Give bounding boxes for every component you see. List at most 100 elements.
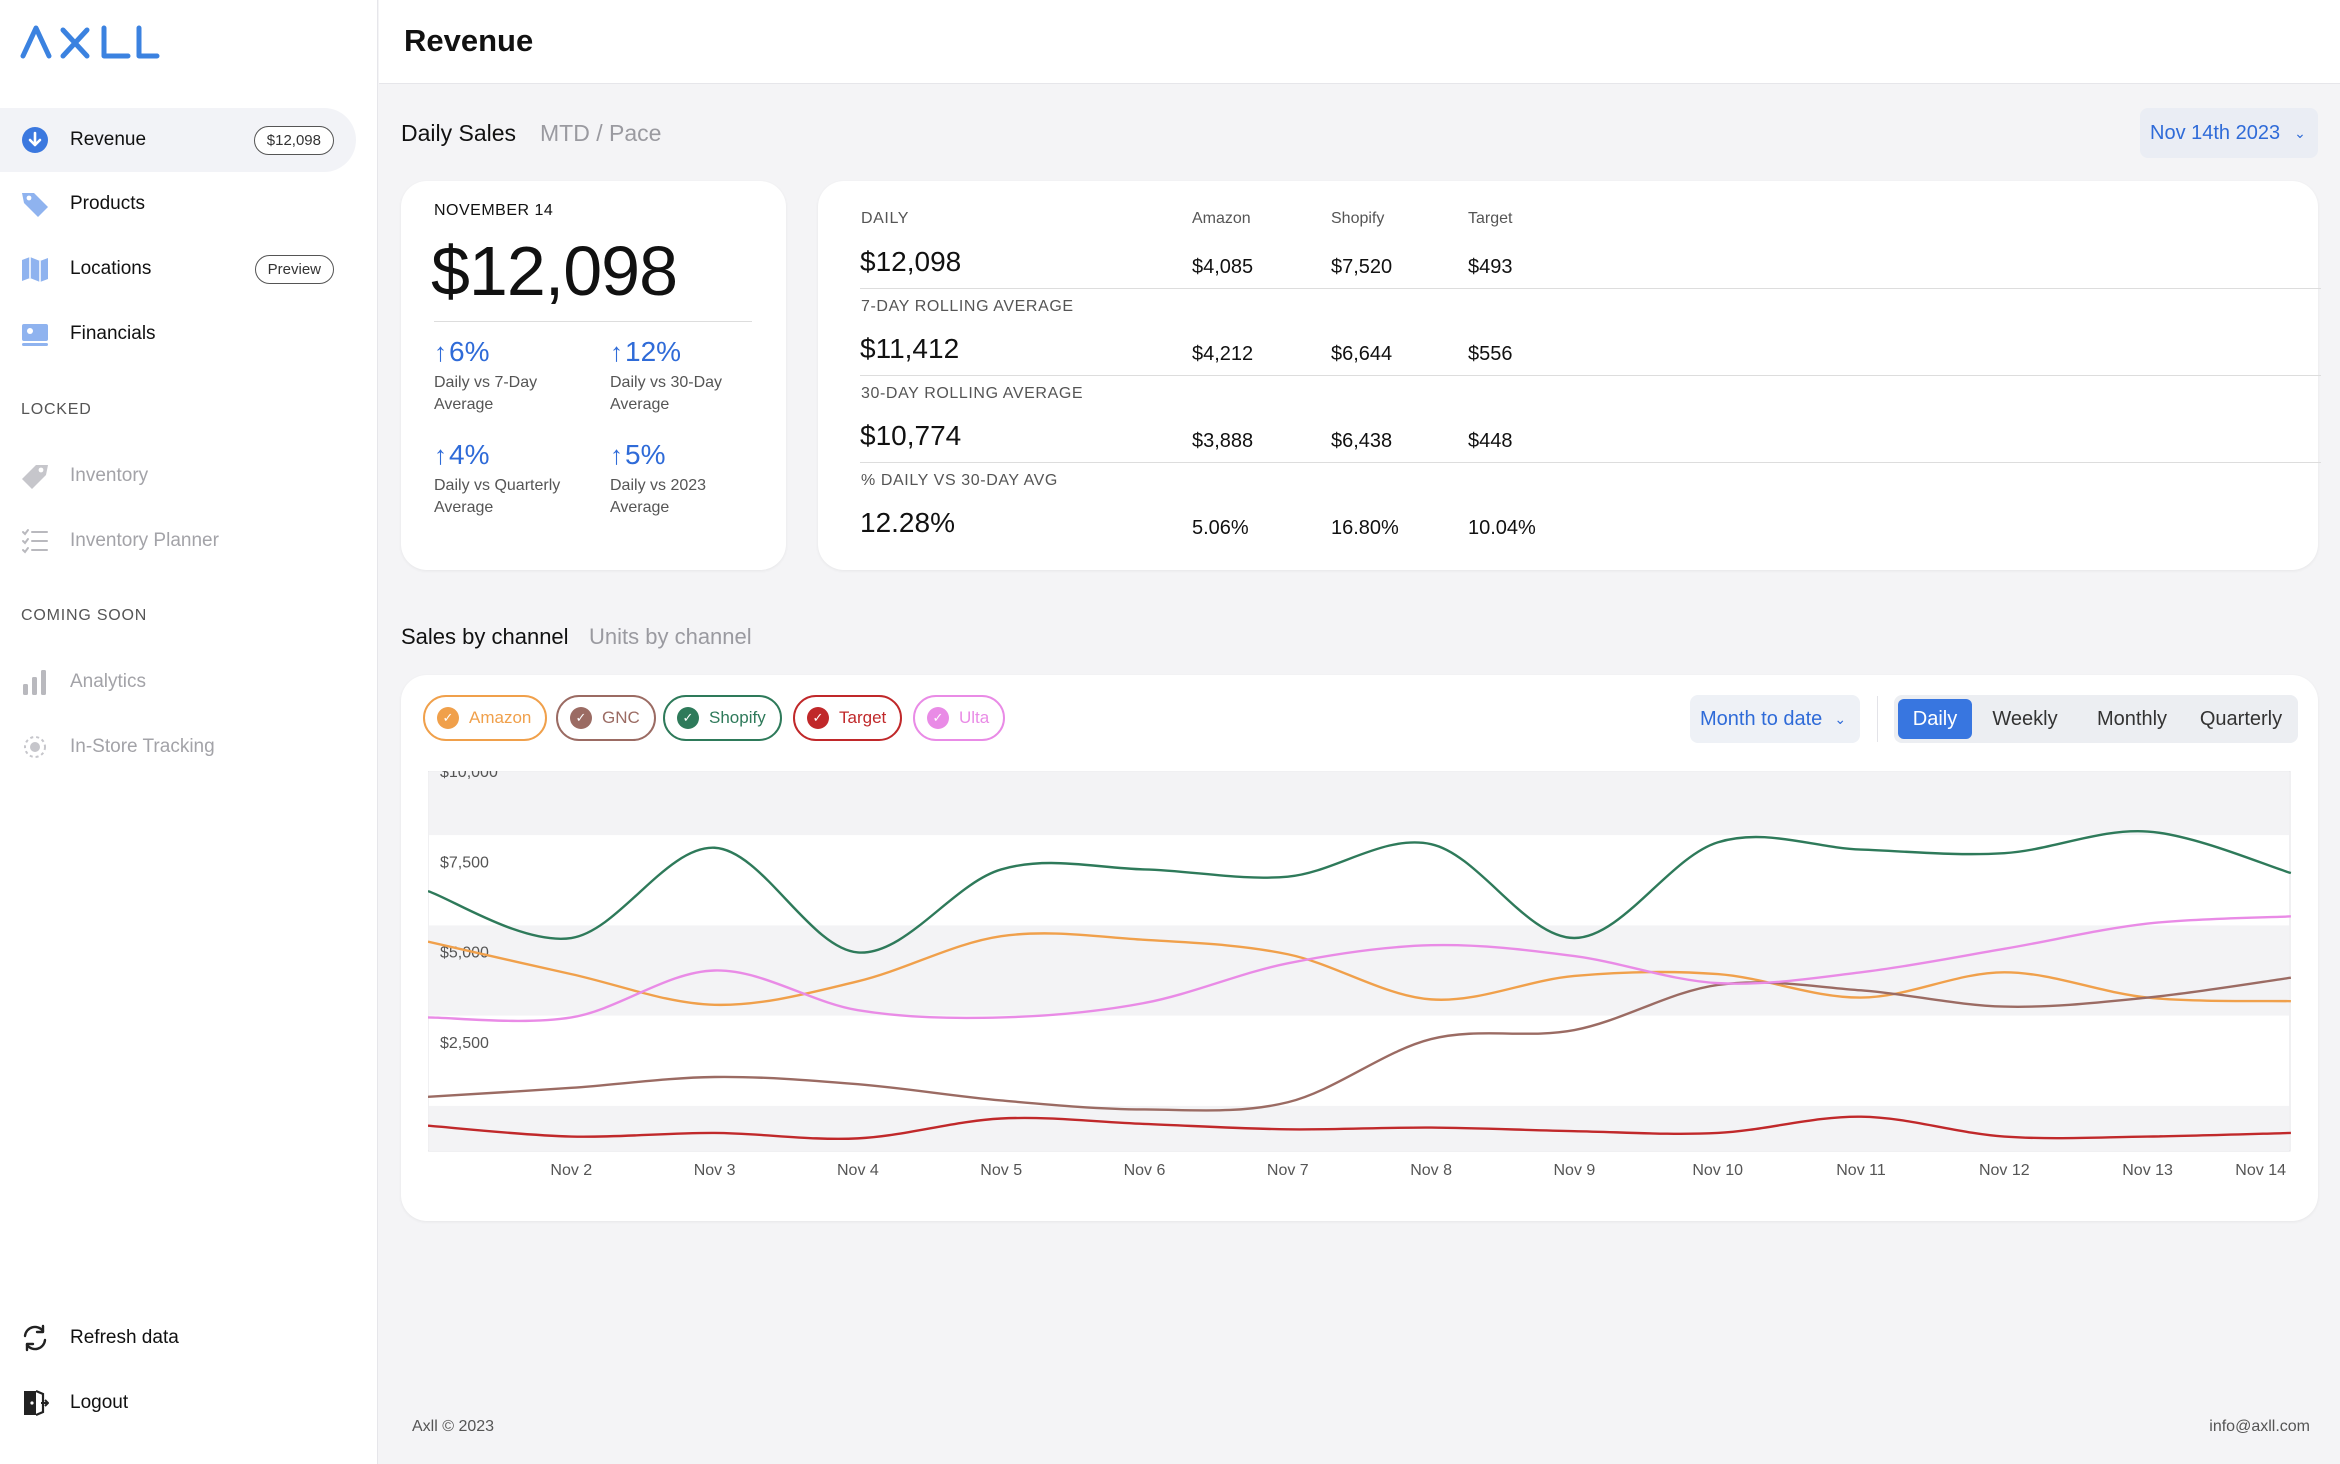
kpi-total: $12,098 [431,232,678,310]
chevron-down-icon: ⌄ [2294,124,2306,141]
table-cell: $6,438 [1331,430,1393,452]
date-picker-value: Nov 14th 2023 [2150,121,2281,144]
x-tick-label: Nov 10 [1692,1162,1743,1179]
check-icon: ✓ [570,707,592,729]
channel-breakdown-card: Amazon Shopify Target DAILY $12,098 $4,0… [818,181,2321,570]
sidebar-item-inventory[interactable]: Inventory [0,444,356,508]
stat-value: 6% [449,336,490,367]
logout-label: Logout [70,1392,129,1413]
sidebar-item-analytics[interactable]: Analytics [0,650,356,714]
x-tick-label: Nov 7 [1267,1162,1309,1179]
grid-band [429,925,2289,1016]
y-tick-label: $5,000 [440,945,489,962]
stat-daily-vs-quarterly: ↑ 4% Daily vs Quarterly Average [434,439,594,519]
check-icon: ✓ [807,707,829,729]
table-cell: $4,212 [1192,343,1254,365]
sidebar-item-inventory-planner[interactable]: Inventory Planner [0,509,356,573]
refresh-data-button[interactable]: Refresh data [0,1306,356,1370]
row-label-30day: 30-DAY ROLLING AVERAGE [861,385,1084,402]
column-header-shopify: Shopify [1331,210,1385,227]
grid-band [429,772,2289,836]
legend-chip-target[interactable]: ✓ Target [793,695,903,741]
tab-sales-by-channel[interactable]: Sales by channel [401,624,569,649]
x-tick-label: Nov 5 [980,1162,1022,1179]
sidebar-item-revenue[interactable]: Revenue $12,098 [0,108,356,172]
tag-icon [20,189,50,219]
row-total: $10,774 [860,420,962,451]
tab-units-by-channel[interactable]: Units by channel [589,624,752,649]
sidebar-item-in-store-tracking[interactable]: In-Store Tracking [0,715,356,779]
legend-label: Ulta [959,708,990,727]
page-header: Revenue [379,0,2340,84]
logout-button[interactable]: Logout [0,1371,356,1435]
period-daily-button[interactable]: Daily [1898,699,1972,739]
x-tick-label: Nov 4 [837,1162,879,1179]
toolbar-divider [1877,696,1878,742]
legend-chip-amazon[interactable]: ✓ Amazon [423,695,548,741]
tab-daily-sales[interactable]: Daily Sales [401,120,517,146]
row-total: $11,412 [860,333,960,364]
sidebar-item-financials[interactable]: Financials [0,302,356,366]
x-tick-label: Nov 8 [1410,1162,1452,1179]
series-line-target [428,1115,2291,1141]
stat-label: Average [610,396,670,413]
legend-chip-shopify[interactable]: ✓ Shopify [663,695,782,741]
x-tick-label: Nov 12 [1979,1162,2030,1179]
id-card-icon [20,319,50,349]
date-picker-button[interactable]: Nov 14th 2023 ⌄ [2140,108,2318,158]
arrow-up-icon: ↑ [610,336,623,367]
sidebar-item-label: Inventory [70,465,149,486]
sidebar-item-products[interactable]: Products [0,172,356,236]
table-cell: $448 [1468,430,1513,452]
x-tick-label: Nov 13 [2122,1162,2173,1179]
row-total: 12.28% [860,507,955,538]
sidebar-item-locations[interactable]: Locations Preview [0,237,356,301]
range-value: Month to date [1700,707,1823,730]
axll-logo[interactable] [20,22,160,62]
y-tick-label: $7,500 [440,854,489,871]
legend-chip-ulta[interactable]: ✓ Ulta [913,695,1006,741]
kpi-divider [434,321,752,322]
column-header-amazon: Amazon [1192,210,1251,227]
period-monthly-button[interactable]: Monthly [2096,707,2168,730]
chevron-down-icon: ⌄ [1834,710,1847,727]
stat-label: Average [434,499,494,516]
range-dropdown[interactable]: Month to date ⌄ [1690,695,1860,743]
sidebar-item-label: Inventory Planner [70,530,219,551]
y-tick-label: $10,000 [440,771,498,781]
tab-mtd-pace[interactable]: MTD / Pace [540,120,662,146]
stat-daily-vs-2023: ↑ 5% Daily vs 2023 Average [610,439,770,519]
arrow-up-icon: ↑ [610,439,623,470]
period-weekly-button[interactable]: Weekly [1992,707,2058,730]
series-line-amazon [428,932,2291,1007]
row-label-7day: 7-DAY ROLLING AVERAGE [861,298,1074,315]
row-divider [860,462,2321,463]
check-icon: ✓ [927,707,949,729]
sidebar: Revenue $12,098 Products Locations Previ… [0,0,378,1464]
footer-copyright: Axll © 2023 [412,1418,495,1435]
map-icon [20,254,50,284]
check-icon: ✓ [437,707,459,729]
sales-line-chart: $2,500 $5,000 $7,500 $10,000 Nov 2 Nov 3 Nov 4… [428,771,2292,1179]
x-tick-label: Nov 11 [1836,1162,1886,1179]
sidebar-item-label: Financials [70,323,156,344]
column-header-target: Target [1468,210,1513,227]
x-tick-label: Nov 2 [550,1162,592,1179]
arrow-up-icon: ↑ [434,439,447,470]
bar-chart-icon [20,667,50,697]
sidebar-item-label: Revenue [70,129,147,150]
sidebar-item-label: In-Store Tracking [70,736,215,757]
refresh-data-label: Refresh data [70,1327,179,1348]
series-line-gnc [428,976,2292,1112]
footer-email[interactable]: info@axll.com [2209,1418,2310,1435]
table-cell: $6,644 [1331,343,1393,365]
period-quarterly-button[interactable]: Quarterly [2199,707,2283,730]
stat-label: Average [434,396,494,413]
table-cell: $556 [1468,343,1513,365]
download-circle-icon [20,125,50,155]
locked-heading: LOCKED [21,401,92,418]
stat-label: Daily vs 7-Day [434,374,538,391]
stat-label: Daily vs Quarterly [434,477,561,494]
refresh-icon [20,1323,50,1353]
legend-chip-gnc[interactable]: ✓ GNC [556,695,656,741]
